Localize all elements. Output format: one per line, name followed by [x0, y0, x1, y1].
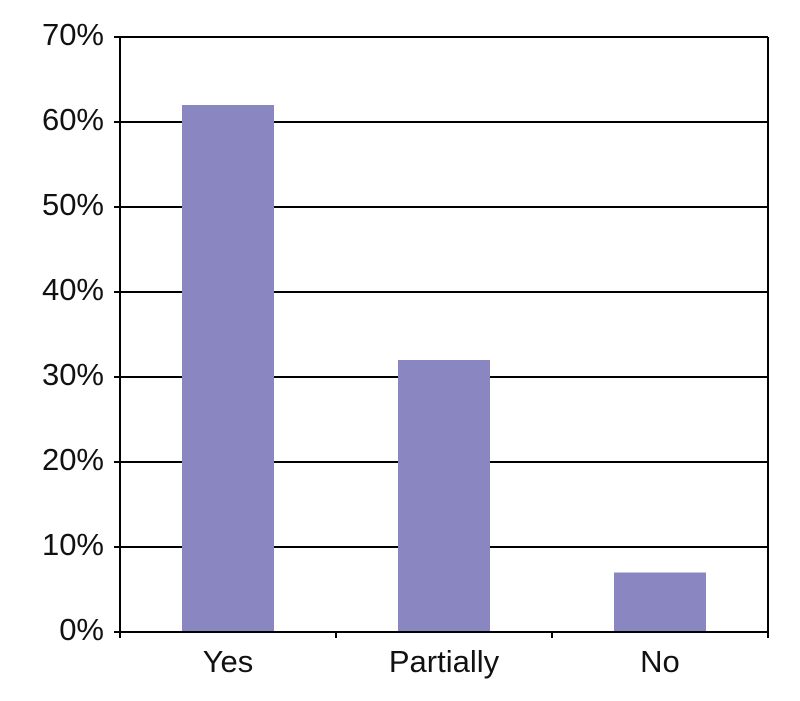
x-tick-label: Partially	[389, 644, 500, 679]
y-tick-label: 40%	[42, 272, 104, 307]
bar	[398, 360, 490, 632]
y-tick-label: 30%	[42, 357, 104, 392]
y-tick-label: 20%	[42, 442, 104, 477]
bar	[614, 572, 706, 632]
y-tick-label: 10%	[42, 527, 104, 562]
bar	[182, 105, 274, 632]
y-tick-label: 70%	[42, 17, 104, 52]
y-tick-label: 0%	[59, 612, 104, 647]
x-tick-label: Yes	[203, 644, 254, 679]
y-tick-label: 60%	[42, 102, 104, 137]
y-tick-label: 50%	[42, 187, 104, 222]
x-tick-label: No	[640, 644, 680, 679]
